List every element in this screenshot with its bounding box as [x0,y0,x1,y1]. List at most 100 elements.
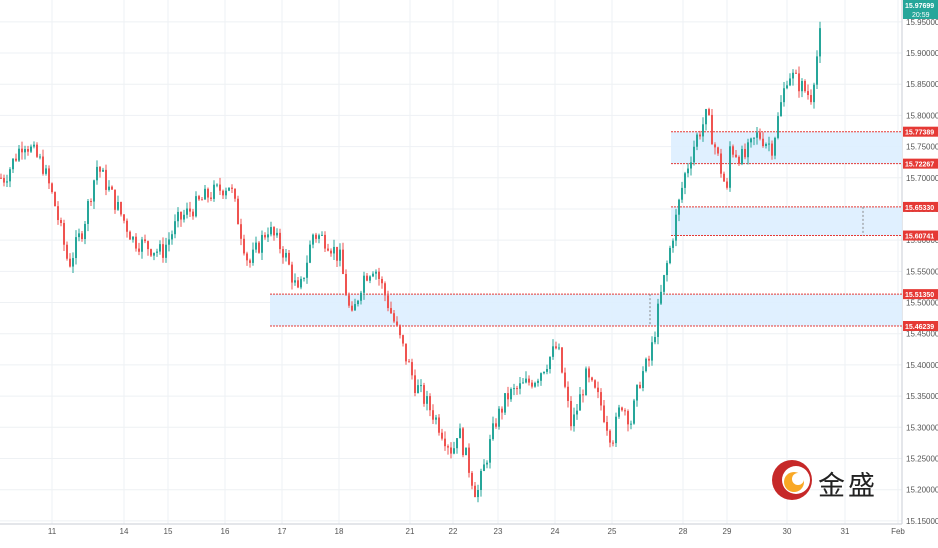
candle-body [201,199,203,201]
candle-body [93,180,95,202]
candle-body [159,244,161,252]
candle-body [285,252,287,258]
watermark-text: 金盛 [818,471,878,502]
candle-body [777,116,779,138]
candle-body [678,199,680,215]
candle-body [687,168,689,174]
level-tag-label: 15.77389 [905,130,934,137]
candle-body [225,190,227,196]
candle-body [69,258,71,267]
candle-body [591,377,593,381]
level-tag-label: 15.46239 [905,324,934,331]
candle-body [291,264,293,283]
candle-body [798,73,800,92]
candle-body [30,146,32,152]
x-tick-label: 16 [221,527,230,536]
candle-body [366,275,368,281]
level-tag [903,321,938,332]
candle-body [579,394,581,411]
candle-body [411,362,413,376]
candle-body [606,421,608,431]
candle-body [273,227,275,236]
candle-body [447,446,449,448]
candle-body [321,234,323,236]
candle-body [165,244,167,258]
candle-body [276,232,278,236]
candle-body [309,244,311,263]
candle-body [699,134,701,137]
candle-body [156,251,158,253]
candle-body [33,144,35,147]
candle-body [546,369,548,372]
y-tick-label: 15.35000 [906,392,938,401]
candle-body [348,295,350,306]
candle-body [819,28,821,57]
candle-body [123,214,125,221]
candle-body [630,423,632,425]
candle-body [375,271,377,274]
candle-body [138,248,140,252]
candle-body [180,211,182,220]
candle-body [105,169,107,190]
candle-body [300,278,302,288]
candle-body [363,275,365,293]
candle-body [783,88,785,103]
candle-body [246,253,248,261]
candle-body [51,183,53,193]
candle-body [597,387,599,393]
candle-body [420,385,422,387]
candle-body [402,335,404,344]
candle-body [603,405,605,422]
candle-body [726,181,728,188]
candle-body [393,313,395,322]
candle-body [216,184,218,186]
candle-body [369,276,371,281]
candle-body [243,238,245,254]
candle-body [237,198,239,225]
candle-body [408,361,410,363]
candle-body [669,247,671,264]
candle-body [120,201,122,215]
last-price-tag [903,0,938,19]
candle-body [108,186,110,190]
candle-body [774,137,776,156]
candle-body [426,396,428,404]
candle-body [657,303,659,337]
level-tag-label: 15.65330 [905,205,934,212]
candle-body [405,343,407,362]
candle-body [342,249,344,274]
candle-body [99,166,101,172]
candle-body [240,224,242,239]
zone-box [671,131,902,164]
candle-body [729,146,731,188]
candle-body [294,280,296,283]
candle-body [609,430,611,443]
candle-body [222,190,224,196]
level-tag [903,126,938,137]
candle-body [129,231,131,240]
level-tag-label: 15.51350 [905,292,934,299]
candle-body [450,447,452,454]
y-tick-label: 15.15000 [906,517,938,526]
candle-body [705,109,707,125]
candle-body [114,189,116,210]
candle-body [345,273,347,296]
candle-body [672,240,674,248]
candle-body [570,400,572,427]
candle-body [486,462,488,465]
candle-body [501,408,503,413]
candle-body [627,411,629,425]
candle-body [519,383,521,389]
candle-body [75,237,77,259]
y-tick-label: 15.80000 [906,111,938,120]
candle-body [126,220,128,232]
candle-body [207,188,209,198]
x-tick-label: 23 [494,527,503,536]
candle-body [636,384,638,401]
candle-body [297,280,299,288]
candle-body [642,371,644,389]
candle-body [531,382,533,387]
candle-body [504,393,506,413]
candle-body [141,239,143,252]
candle-body [600,392,602,406]
